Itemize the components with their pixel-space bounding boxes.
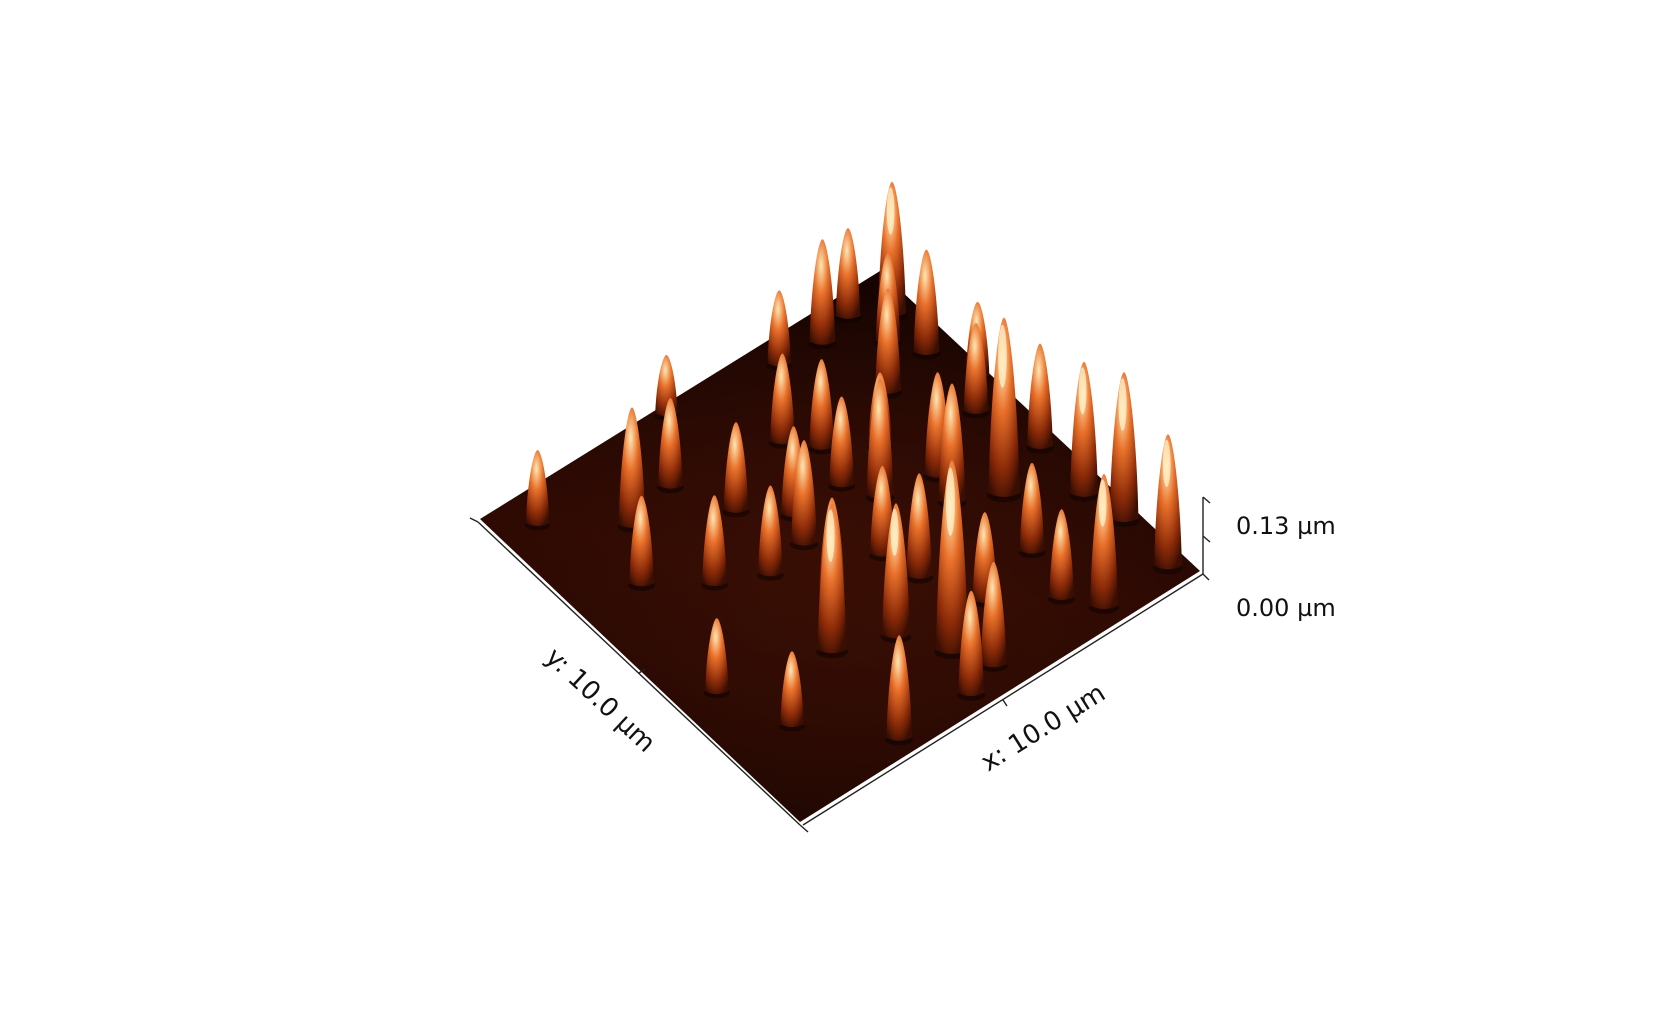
surface-feature xyxy=(1068,361,1100,502)
z-min-label: 0.00 µm xyxy=(1236,594,1336,622)
surface-feature xyxy=(656,397,684,494)
z-scale-mid-tick xyxy=(1202,535,1211,543)
surface-feature xyxy=(628,495,656,591)
surface-feature xyxy=(766,290,793,371)
surface-feature xyxy=(779,651,805,732)
surface-feature xyxy=(1108,372,1140,527)
z-max-label: 0.13 µm xyxy=(1236,512,1336,540)
surface-feature xyxy=(789,440,819,551)
y-axis-end-tick xyxy=(469,517,479,523)
surface-feature xyxy=(905,473,934,584)
x-axis-end-tick xyxy=(1202,573,1210,581)
z-scale-top-tick xyxy=(1202,496,1211,504)
surface-feature xyxy=(1025,343,1055,454)
surface-feature xyxy=(808,239,837,350)
corner-tick xyxy=(799,824,809,833)
surface-feature xyxy=(834,228,862,324)
surface-feature xyxy=(722,422,750,518)
surface-feature xyxy=(986,317,1022,503)
surface-feature xyxy=(756,485,784,581)
surface-features xyxy=(524,181,1184,746)
x-axis-mid-tick xyxy=(1002,699,1008,707)
surface-feature xyxy=(979,561,1008,672)
surface-feature xyxy=(912,249,941,360)
surface-feature xyxy=(700,495,728,591)
surface-feature xyxy=(808,359,836,455)
surface-feature xyxy=(957,590,986,701)
surface-feature xyxy=(885,635,914,746)
surface-feature xyxy=(962,323,990,419)
surface-feature xyxy=(1152,434,1184,575)
surface-feature xyxy=(1018,462,1046,559)
surface-feature xyxy=(1088,474,1120,614)
surface-feature xyxy=(880,503,912,644)
surface-feature xyxy=(828,396,856,492)
y-axis-mid-tick xyxy=(638,668,646,674)
surface-feature xyxy=(816,503,848,659)
y-axis-line xyxy=(477,521,801,826)
x-axis-line xyxy=(802,573,1204,826)
surface-feature xyxy=(524,450,551,531)
surface-feature xyxy=(1048,509,1076,605)
surface-feature xyxy=(703,618,730,699)
